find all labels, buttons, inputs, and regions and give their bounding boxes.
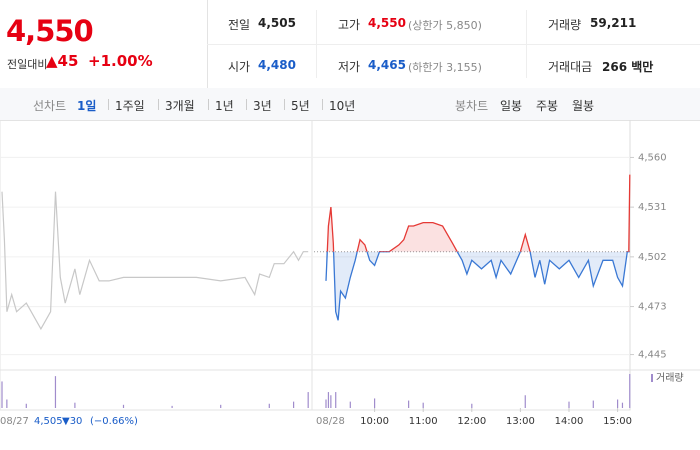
x-tick-label: 14:00 — [555, 416, 584, 427]
legend-swatch — [651, 374, 653, 382]
x-tick-label: 11:00 — [409, 416, 438, 427]
stat-value: 4,480 — [258, 58, 296, 72]
stat-value: 266 백만 — [602, 60, 654, 74]
tab-bar: 선차트 1일 1주일 3개월 1년 3년 5년 10년 봉차트 일봉 주봉 월봉 — [0, 88, 700, 121]
tab[interactable]: 일봉 — [500, 99, 523, 113]
volume-bar — [74, 402, 76, 408]
divider — [316, 10, 317, 78]
volume-bar — [6, 399, 8, 408]
volume-bar — [293, 401, 295, 408]
footer-pct: (−0.66%) — [90, 416, 138, 427]
price: 4,550 — [6, 14, 94, 48]
tab[interactable]: 3년 — [253, 99, 272, 113]
stat-label: 거래대금 — [548, 60, 593, 74]
quote-header: 4,550 전일대비 ▲45 +1.00% 전일 4,505 고가 4,550 (상한가… — [0, 0, 700, 89]
volume-bar — [568, 401, 570, 408]
volume-bar — [471, 403, 473, 408]
x-tick-label: 15:00 — [603, 416, 632, 427]
x-tick-label: 10:00 — [360, 416, 389, 427]
volume-bar — [408, 400, 410, 408]
change-pct: +1.00% — [88, 52, 153, 70]
tab[interactable]: 10년 — [329, 99, 356, 113]
stat-note: (하한가 3,155) — [408, 61, 482, 74]
area-up — [326, 174, 630, 252]
volume-bar — [122, 404, 125, 408]
volume-bar — [621, 402, 624, 408]
y-tick-label: 4,473 — [638, 302, 667, 313]
tab-label: 봉차트 — [455, 99, 489, 113]
area-down — [326, 251, 628, 321]
volume-bar — [422, 402, 424, 408]
day-label: 08/28 — [316, 416, 345, 427]
tab[interactable]: 주봉 — [536, 99, 559, 113]
volume-bar — [617, 399, 619, 408]
stat-label: 전일 — [228, 18, 251, 32]
footer-close: 4,505 — [34, 416, 63, 427]
stat-note: (상한가 5,850) — [408, 19, 482, 32]
volume-bar — [54, 376, 57, 408]
price-line-down — [325, 251, 630, 321]
divider — [526, 10, 527, 78]
day-label: 08/27 — [0, 416, 29, 427]
tab[interactable]: 5년 — [291, 99, 310, 113]
volume-bar — [171, 405, 173, 408]
stat-label: 저가 — [338, 60, 361, 74]
legend-label: 거래량 — [656, 372, 684, 384]
y-tick-label: 4,560 — [638, 152, 667, 163]
separator — [208, 99, 209, 110]
separator — [322, 99, 323, 110]
volume-bar — [220, 404, 222, 408]
tab[interactable]: 1일 — [77, 99, 97, 113]
stat-label: 고가 — [338, 18, 361, 32]
volume-bar — [325, 399, 327, 408]
volume-bar — [268, 403, 270, 408]
price-line — [1, 191, 309, 331]
x-tick-label: 13:00 — [506, 416, 535, 427]
volume-bar — [629, 374, 631, 408]
tab[interactable]: 3개월 — [165, 99, 195, 113]
volume-bar — [592, 400, 594, 408]
tab[interactable]: 1주일 — [115, 99, 145, 113]
tab-label: 선차트 — [33, 99, 67, 113]
stat-value: 4,465 — [368, 58, 406, 72]
volume-bar — [1, 381, 3, 408]
change: ▲45 — [46, 52, 79, 70]
y-tick-label: 4,502 — [638, 252, 667, 263]
tab[interactable]: 월봉 — [572, 99, 595, 113]
y-tick-label: 4,445 — [638, 350, 667, 361]
separator — [108, 99, 109, 110]
change-label: 전일대비 — [7, 58, 48, 71]
volume-bar — [524, 395, 526, 408]
volume-bar — [349, 401, 351, 408]
price-line-up — [326, 174, 631, 252]
footer-change: ▼30 — [62, 416, 82, 427]
volume-bar — [330, 395, 332, 408]
volume-bar — [307, 392, 309, 408]
stat-value: 4,550 — [368, 16, 406, 30]
divider — [207, 44, 700, 45]
volume-bar — [335, 392, 337, 408]
chart: 4,445 4,473 4,502 4,531 4,560 거래량 08/27 08/28 10… — [0, 120, 700, 427]
stat-label: 시가 — [228, 60, 251, 74]
stat-label: 거래량 — [548, 18, 582, 32]
x-tick-label: 12:00 — [457, 416, 486, 427]
volume-bar — [374, 398, 376, 408]
separator — [284, 99, 285, 110]
separator — [158, 99, 159, 110]
volume-bar — [25, 403, 27, 408]
volume-bar — [327, 392, 330, 408]
stat-value: 4,505 — [258, 16, 296, 30]
tab[interactable]: 1년 — [215, 99, 234, 113]
separator — [246, 99, 247, 110]
stat-value: 59,211 — [590, 16, 637, 30]
y-tick-label: 4,531 — [638, 202, 667, 213]
